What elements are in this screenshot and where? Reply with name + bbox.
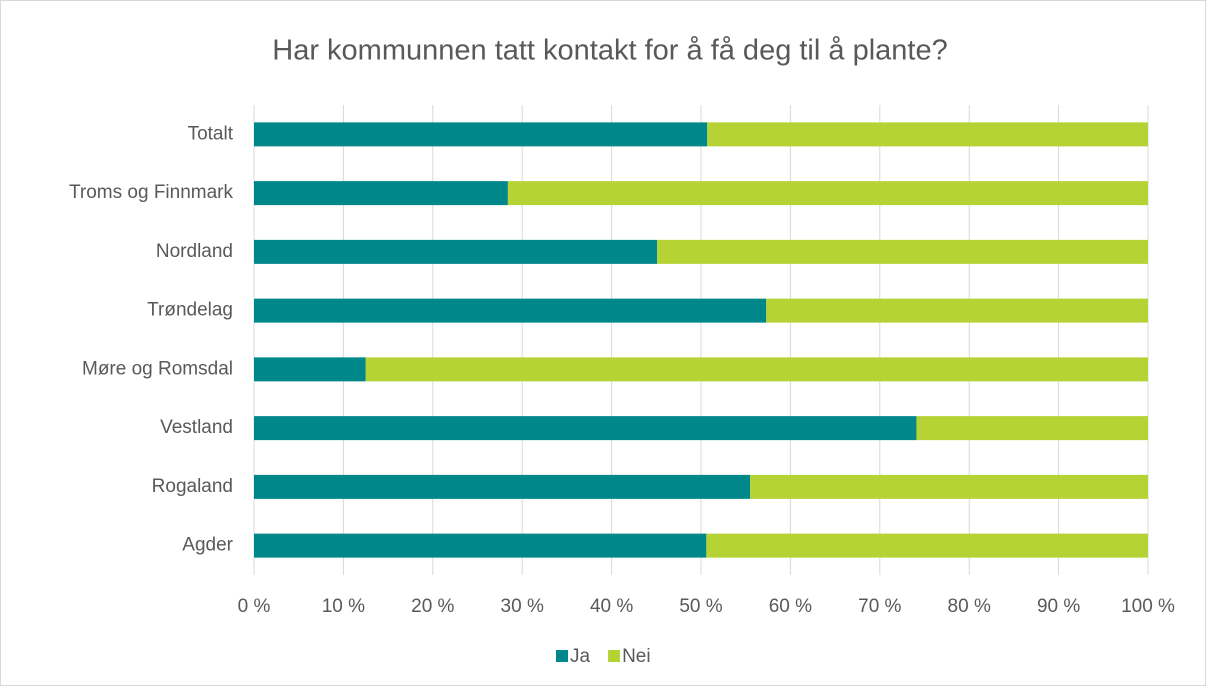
legend-label: Ja xyxy=(570,646,591,667)
bar-segment xyxy=(254,357,366,382)
bar-segment xyxy=(254,533,707,558)
bar-segment xyxy=(657,239,1148,264)
bar-segment xyxy=(365,357,1148,382)
bar-segment xyxy=(766,298,1148,323)
y-tick-label: Agder xyxy=(182,535,233,556)
legend-swatch xyxy=(556,650,568,662)
x-tick-label: 70 % xyxy=(858,596,901,617)
bar-segment xyxy=(916,416,1148,441)
bar-segment xyxy=(254,122,708,147)
x-tick-label: 0 % xyxy=(238,596,271,617)
bar-segment xyxy=(254,298,767,323)
y-tick-label: Troms og Finnmark xyxy=(69,182,233,203)
y-tick-label: Rogaland xyxy=(152,476,233,497)
bar-segment xyxy=(507,181,1148,206)
bar-segment xyxy=(707,122,1148,147)
y-tick-label: Nordland xyxy=(156,241,233,262)
y-tick-label: Trøndelag xyxy=(147,300,233,321)
x-tick-label: 100 % xyxy=(1121,596,1175,617)
bar-segment xyxy=(750,474,1148,499)
legend-label: Nei xyxy=(622,646,651,667)
y-tick-label: Totalt xyxy=(188,123,234,144)
x-tick-label: 50 % xyxy=(679,596,722,617)
bar-segment xyxy=(254,239,658,264)
bar-segment xyxy=(254,474,751,499)
x-tick-label: 40 % xyxy=(590,596,633,617)
y-tick-label: Vestland xyxy=(160,417,233,438)
bar-segment xyxy=(254,181,508,206)
x-tick-label: 90 % xyxy=(1037,596,1080,617)
x-tick-label: 10 % xyxy=(322,596,365,617)
x-tick-label: 20 % xyxy=(411,596,454,617)
chart-title: Har kommunnen tatt kontakt for å få deg … xyxy=(272,35,947,67)
bar-segment xyxy=(706,533,1148,558)
bar-segment xyxy=(254,416,917,441)
legend-swatch xyxy=(608,650,621,662)
x-tick-label: 60 % xyxy=(769,596,812,617)
y-tick-label: Møre og Romsdal xyxy=(82,358,233,379)
x-tick-label: 80 % xyxy=(948,596,991,617)
x-tick-label: 30 % xyxy=(501,596,544,617)
